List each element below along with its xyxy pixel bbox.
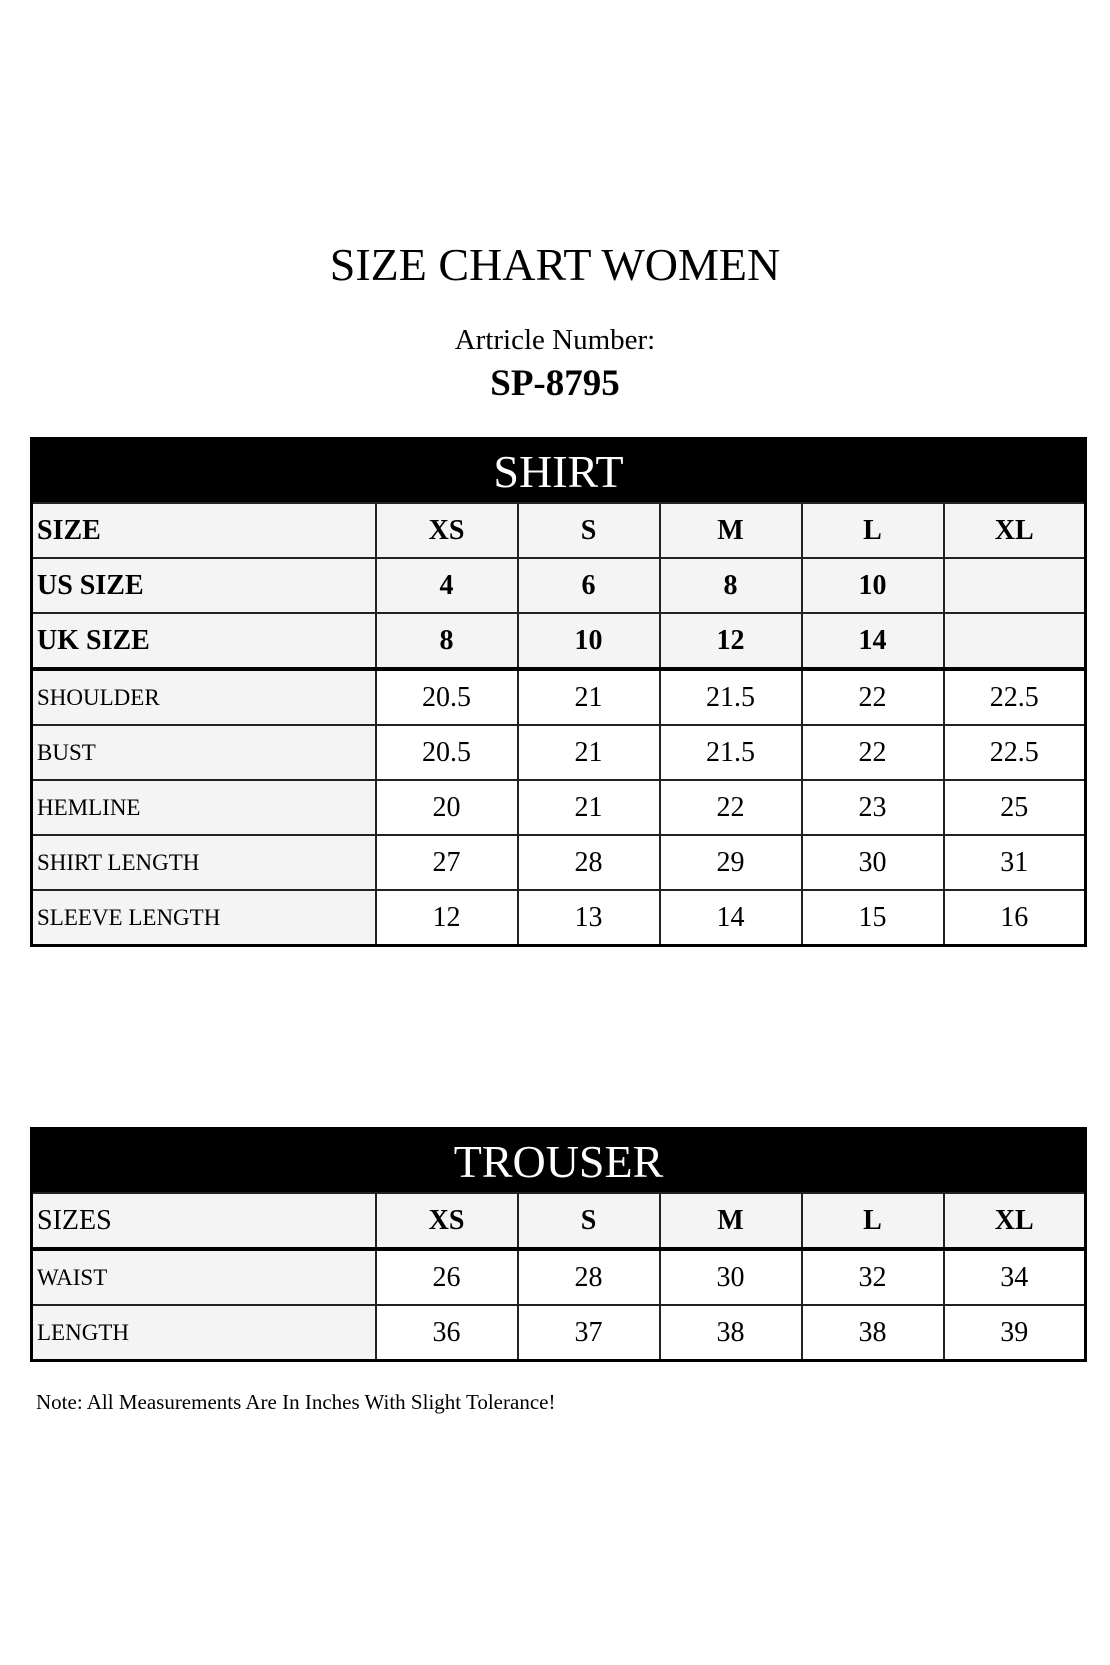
cell-value: 28 xyxy=(516,1248,661,1306)
cell-value: 34 xyxy=(942,1248,1087,1306)
cell-value: 12 xyxy=(374,889,519,947)
row-label: WAIST xyxy=(30,1248,377,1306)
size-header-row: SIZE XS S M L XL xyxy=(30,502,1087,559)
cell-value: 16 xyxy=(942,889,1087,947)
row-label: SHIRT LENGTH xyxy=(30,834,377,891)
cell-value xyxy=(942,557,1087,614)
cell-value: 32 xyxy=(800,1248,945,1306)
cell-value: 8 xyxy=(658,557,803,614)
row-label: UK SIZE xyxy=(30,612,377,671)
cell-value: 25 xyxy=(942,779,1087,836)
cell-value: 8 xyxy=(374,612,519,671)
row-label: HEMLINE xyxy=(30,779,377,836)
measurement-note: Note: All Measurements Are In Inches Wit… xyxy=(36,1390,556,1414)
row-label: SIZE xyxy=(30,502,377,559)
cell-value: 4 xyxy=(374,557,519,614)
cell-value: 20 xyxy=(374,779,519,836)
article-number: SP-8795 xyxy=(490,363,620,404)
cell-value: 20.5 xyxy=(374,724,519,781)
cell-value: 21 xyxy=(516,779,661,836)
row-label: SIZES xyxy=(30,1192,377,1251)
cell-value: L xyxy=(800,502,945,559)
measurement-row: BUST 20.5 21 21.5 22 22.5 xyxy=(30,724,1087,781)
cell-value: 21.5 xyxy=(658,724,803,781)
cell-value: 38 xyxy=(658,1304,803,1362)
cell-value: 28 xyxy=(516,834,661,891)
cell-value: 31 xyxy=(942,834,1087,891)
page-title: SIZE CHART WOMEN xyxy=(329,239,781,290)
cell-value: XL xyxy=(942,502,1087,559)
measurement-row: SLEEVE LENGTH 12 13 14 15 16 xyxy=(30,889,1087,947)
size-conversion-row: US SIZE 4 6 8 10 xyxy=(30,557,1087,614)
cell-value: 13 xyxy=(516,889,661,947)
measurement-row: LENGTH 36 37 38 38 39 xyxy=(30,1304,1087,1362)
cell-value: 29 xyxy=(658,834,803,891)
cell-value: 12 xyxy=(658,612,803,671)
measurement-row: WAIST 26 28 30 32 34 xyxy=(30,1248,1087,1306)
cell-value: 21 xyxy=(516,668,661,726)
cell-value: 22.5 xyxy=(942,668,1087,726)
cell-value: 10 xyxy=(516,612,661,671)
cell-value: XS xyxy=(374,502,519,559)
cell-value: 30 xyxy=(658,1248,803,1306)
cell-value xyxy=(942,612,1087,671)
cell-value: M xyxy=(658,1192,803,1251)
cell-value: M xyxy=(658,502,803,559)
row-label: SLEEVE LENGTH xyxy=(30,889,377,947)
trouser-size-table: TROUSER SIZES XS S M L XL WAIST 26 28 30 32 34 LENGT… xyxy=(30,1127,1087,1362)
cell-value: 22.5 xyxy=(942,724,1087,781)
cell-value: 39 xyxy=(942,1304,1087,1362)
measurement-row: SHOULDER 20.5 21 21.5 22 22.5 xyxy=(30,668,1087,726)
cell-value: 36 xyxy=(374,1304,519,1362)
cell-value: 38 xyxy=(800,1304,945,1362)
size-conversion-row: UK SIZE 8 10 12 14 xyxy=(30,612,1087,671)
measurement-row: SHIRT LENGTH 27 28 29 30 31 xyxy=(30,834,1087,891)
cell-value: 27 xyxy=(374,834,519,891)
article-number-label: Artricle Number: xyxy=(454,324,656,356)
cell-value: 14 xyxy=(800,612,945,671)
size-header-row: SIZES XS S M L XL xyxy=(30,1192,1087,1251)
cell-value: XS xyxy=(374,1192,519,1251)
cell-value: 21.5 xyxy=(658,668,803,726)
shirt-heading: SHIRT xyxy=(31,438,1086,503)
trouser-heading: TROUSER xyxy=(31,1128,1086,1193)
cell-value: XL xyxy=(942,1192,1087,1251)
row-label: SHOULDER xyxy=(30,668,377,726)
cell-value: 20.5 xyxy=(374,668,519,726)
cell-value: 21 xyxy=(516,724,661,781)
cell-value: S xyxy=(516,502,661,559)
row-label: LENGTH xyxy=(30,1304,377,1362)
cell-value: L xyxy=(800,1192,945,1251)
cell-value: 22 xyxy=(800,668,945,726)
cell-value: 14 xyxy=(658,889,803,947)
cell-value: 37 xyxy=(516,1304,661,1362)
cell-value: 23 xyxy=(800,779,945,836)
cell-value: 26 xyxy=(374,1248,519,1306)
cell-value: 10 xyxy=(800,557,945,614)
row-label: US SIZE xyxy=(30,557,377,614)
cell-value: 22 xyxy=(658,779,803,836)
cell-value: 15 xyxy=(800,889,945,947)
shirt-size-table: SHIRT SIZE XS S M L XL US SIZE 4 6 8 10 UK SIZE 8 10 1… xyxy=(30,437,1087,947)
measurement-row: HEMLINE 20 21 22 23 25 xyxy=(30,779,1087,836)
row-label: BUST xyxy=(30,724,377,781)
cell-value: 6 xyxy=(516,557,661,614)
cell-value: 30 xyxy=(800,834,945,891)
cell-value: 22 xyxy=(800,724,945,781)
cell-value: S xyxy=(516,1192,661,1251)
